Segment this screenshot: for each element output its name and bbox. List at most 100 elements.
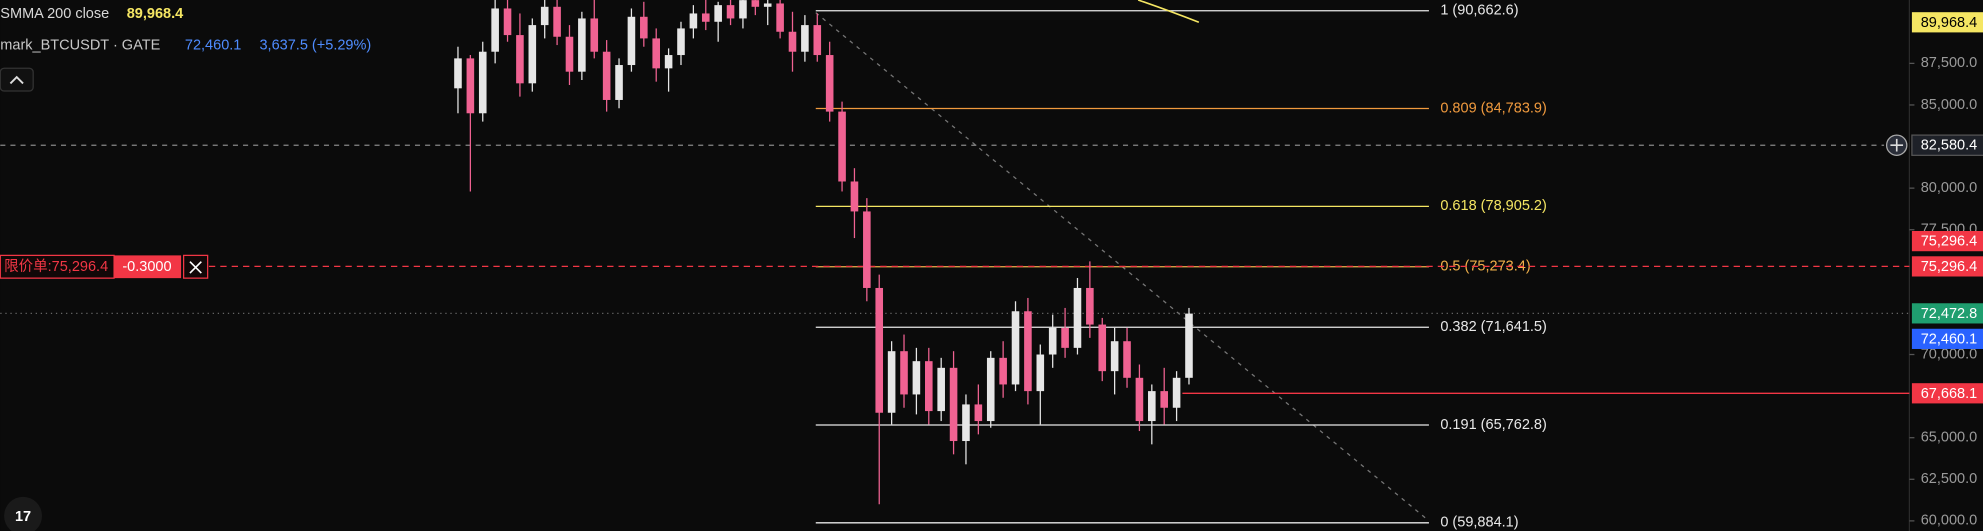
fib-label: 0.618 (78,905.2): [1440, 198, 1547, 214]
candle-body: [590, 18, 599, 52]
tick-label: 80,000.0: [1921, 180, 1978, 196]
price-marker-label: 75,296.4: [1921, 234, 1978, 250]
price-marker: [1911, 230, 1983, 252]
add-alert-button[interactable]: [1885, 134, 1908, 156]
order-tag[interactable]: 限价单:75,296.4 -0.3000: [0, 254, 209, 279]
indicator-value: 89,968.4: [127, 6, 184, 22]
candle-body: [565, 36, 574, 72]
candle-body: [1086, 287, 1094, 325]
candle-body: [528, 25, 537, 84]
candle-body: [1185, 313, 1193, 378]
candle-body: [627, 16, 636, 66]
candle-body: [615, 65, 623, 100]
tick-label: 87,500.0: [1921, 55, 1978, 71]
candle-body: [726, 5, 735, 19]
price-marker-label: 72,460.1: [1921, 331, 1978, 347]
candle-body: [962, 404, 970, 442]
candle-body: [924, 361, 933, 412]
symbol-change: 3,637.5 (+5.29%): [259, 37, 371, 53]
candle-body: [1036, 354, 1045, 392]
candle-body: [540, 6, 549, 26]
candle-body: [813, 25, 822, 56]
price-marker-label: 82,580.4: [1921, 138, 1978, 154]
candle-body: [689, 13, 698, 29]
candle-body: [602, 51, 611, 100]
candle-body: [900, 351, 908, 395]
candle-body: [875, 287, 884, 413]
candle-body: [999, 357, 1007, 385]
candle-body: [1048, 327, 1057, 355]
candle-body: [763, 3, 772, 7]
candle-body: [1011, 311, 1020, 385]
candle-body: [1073, 287, 1082, 348]
tick-label: 60,000.0: [1921, 513, 1978, 529]
candle-body: [887, 351, 896, 413]
candle-body: [652, 38, 661, 69]
fib-label: 0.191 (65,762.8): [1440, 417, 1547, 433]
candle-body: [1148, 391, 1156, 422]
candle-body: [714, 5, 722, 22]
smma-line: [1137, 0, 1200, 24]
price-marker-label: 72,472.8: [1921, 306, 1978, 322]
svg-text:17: 17: [15, 509, 31, 525]
price-marker-label: 89,968.4: [1921, 15, 1978, 31]
candle-body: [776, 3, 784, 32]
collapse-button[interactable]: [0, 67, 34, 92]
tick-label: 65,000.0: [1921, 430, 1978, 446]
candle-body: [949, 367, 958, 442]
fib-label: 0.382 (71,641.5): [1440, 319, 1547, 335]
candle-body: [937, 367, 945, 412]
price-marker-label: 67,668.1: [1921, 386, 1978, 402]
candle-body: [454, 58, 462, 89]
tick-label: 62,500.0: [1921, 471, 1978, 487]
candle-body: [863, 211, 871, 288]
fib-label: 0.809 (84,783.9): [1440, 100, 1547, 116]
candle-body: [516, 35, 524, 84]
candle-body: [838, 111, 846, 182]
candle-body: [1024, 311, 1032, 392]
price-marker: [1911, 303, 1983, 324]
candle-body: [974, 404, 983, 422]
candle-body: [664, 55, 673, 69]
order-quantity: -0.3000: [122, 259, 171, 275]
candle-body: [751, 0, 760, 7]
candle-body: [739, 0, 747, 19]
symbol-name: mark_BTCUSDT · GATE: [0, 37, 160, 53]
candle-body: [466, 58, 475, 114]
candle-body: [491, 8, 499, 52]
candle-body: [677, 28, 685, 56]
symbol-price: 72,460.1: [185, 37, 242, 53]
price-marker: [1911, 134, 1983, 156]
candle-body: [578, 18, 586, 72]
candle-body: [801, 25, 809, 52]
button-plus: [1890, 138, 1904, 152]
candle-body: [640, 16, 648, 39]
fib-label: 1 (90,662.6): [1440, 3, 1518, 19]
candle-body: [825, 55, 834, 112]
price-marker-label: 75,296.4: [1921, 259, 1978, 275]
candle-body: [1110, 341, 1119, 372]
candle-body: [912, 361, 921, 395]
indicator-name: SMMA 200 close: [0, 6, 109, 22]
candle-body: [788, 31, 797, 52]
candle-body: [1172, 377, 1181, 408]
candle-body: [1098, 324, 1107, 372]
candle-body: [503, 8, 512, 36]
tick-label: 85,000.0: [1921, 97, 1978, 113]
tradingview-logo[interactable]: 17: [4, 496, 43, 531]
candle-body: [986, 357, 995, 422]
candle-body: [1135, 377, 1144, 422]
price-marker: [1911, 383, 1983, 404]
price-marker: [1911, 256, 1983, 277]
order-label: 限价单:75,296.4: [4, 258, 108, 275]
tick-label: 70,000.0: [1921, 346, 1978, 362]
candle-body: [1160, 391, 1168, 408]
price-marker: [1911, 12, 1983, 33]
candle-body: [701, 13, 710, 22]
candle-body: [1123, 341, 1131, 378]
price-marker: [1911, 328, 1983, 349]
fib-label: 0 (59,884.1): [1440, 515, 1518, 531]
